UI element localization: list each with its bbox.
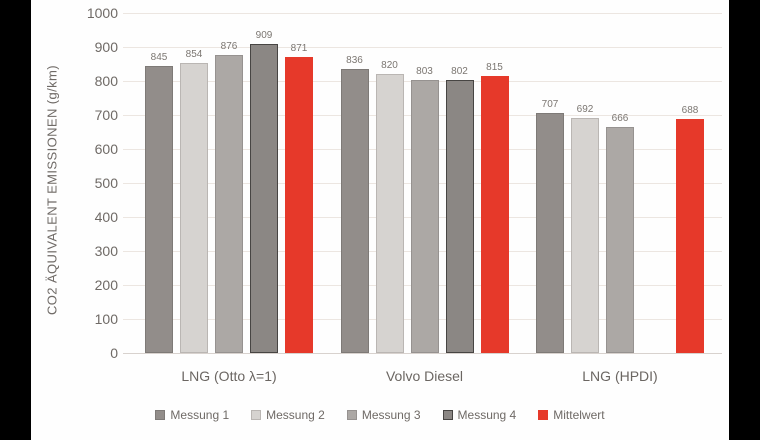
bar-messung-4 [250, 43, 278, 353]
legend-item-messung-2: Messung 2 [251, 408, 325, 422]
y-tick-label: 200 [94, 277, 118, 293]
bar-slot: 871 [285, 43, 313, 353]
bar-group: 836 820 803 802 815 [340, 55, 509, 353]
bar-mittelwert [480, 75, 509, 353]
bar-slot: 820 [375, 60, 404, 353]
legend-swatch [155, 410, 166, 420]
y-tick-label: 100 [94, 311, 118, 327]
x-axis-baseline [123, 353, 722, 354]
bar-value-label: 845 [150, 51, 168, 63]
bar-slot: 688 [676, 105, 704, 353]
bar-slot: 803 [410, 66, 439, 353]
bar-value-label: 909 [255, 29, 273, 41]
plot-area: 845 854 876 909 871 836 820 803 802 815 707 692 666 6… [123, 13, 722, 354]
legend-label: Messung 4 [457, 408, 517, 422]
bar-messung-2 [180, 62, 208, 353]
gridline [123, 13, 722, 14]
legend-label: Messung 3 [361, 408, 421, 422]
chart-panel: CO2 ÄQUIVALENT EMISSIONEN (g/km) 0 100 200… [31, 0, 729, 440]
category-label: LNG (Otto λ=1) [181, 368, 277, 384]
legend-swatch [442, 410, 453, 420]
bar-messung-3 [410, 79, 439, 353]
bar-slot: 836 [340, 55, 369, 353]
legend-label: Messung 1 [170, 408, 230, 422]
bar-value-label: 692 [576, 103, 594, 115]
y-tick-label: 1000 [86, 5, 118, 21]
bar-value-label: 871 [290, 42, 308, 54]
bar-slot: 845 [145, 52, 173, 353]
y-tick-label: 800 [94, 73, 118, 89]
bar-value-label: 688 [681, 105, 699, 117]
bar-messung-2 [375, 74, 404, 353]
bar-mittelwert [285, 56, 313, 353]
bar-messung-1 [145, 65, 173, 353]
bar-mittelwert [676, 119, 704, 353]
bar-value-label: 666 [611, 112, 629, 124]
y-tick-label: 0 [110, 345, 118, 361]
bar-slot: 909 [250, 30, 278, 353]
y-tick-label: 300 [94, 243, 118, 259]
bar-messung-1 [536, 112, 564, 353]
legend-swatch [346, 410, 357, 420]
bar-messung-1 [340, 68, 369, 353]
y-tick-label: 500 [94, 175, 118, 191]
bar-messung-3 [606, 126, 634, 353]
bar-value-label: 815 [486, 61, 503, 73]
legend-item-messung-4: Messung 4 [442, 408, 517, 422]
bar-slot: 815 [480, 62, 509, 353]
bar-slot: 802 [445, 66, 474, 353]
bar-messung-3 [215, 55, 243, 353]
bar-slot: 854 [180, 49, 208, 353]
bar-group: 845 854 876 909 871 [145, 30, 313, 353]
y-tick-label: 400 [94, 209, 118, 225]
y-tick-label: 900 [94, 39, 118, 55]
legend-swatch [538, 410, 549, 420]
legend-label: Messung 2 [266, 408, 325, 422]
bar-slot: 692 [571, 104, 599, 353]
bar-value-label: 707 [541, 98, 559, 110]
bar-value-label: 854 [185, 48, 203, 60]
legend-item-messung-3: Messung 3 [346, 408, 421, 422]
bar-value-label: 803 [416, 65, 433, 77]
y-tick-label: 600 [94, 141, 118, 157]
bar-slot: 876 [215, 41, 243, 353]
bar-slot: 666 [606, 113, 634, 353]
gridline [123, 47, 722, 48]
legend: Messung 1 Messung 2 Messung 3 Messung 4 Mitt… [31, 408, 729, 422]
bar-value-label: 876 [220, 41, 238, 53]
legend-label: Mittelwert [553, 408, 605, 422]
legend-item-messung-1: Messung 1 [155, 408, 229, 422]
bar-messung-2 [571, 117, 599, 353]
category-label: Volvo Diesel [385, 368, 464, 384]
legend-swatch [251, 410, 262, 420]
category-label: LNG (HPDI) [582, 368, 658, 384]
bar-value-label: 820 [381, 60, 398, 72]
bar-group: 707 692 666 688 [536, 99, 704, 353]
bar-slot: 707 [536, 99, 564, 353]
y-tick-label: 700 [94, 107, 118, 123]
bar-value-label: 802 [451, 66, 468, 78]
legend-item-mittelwert: Mittelwert [538, 408, 605, 422]
bar-messung-4 [445, 80, 474, 353]
bar-value-label: 836 [346, 54, 363, 66]
